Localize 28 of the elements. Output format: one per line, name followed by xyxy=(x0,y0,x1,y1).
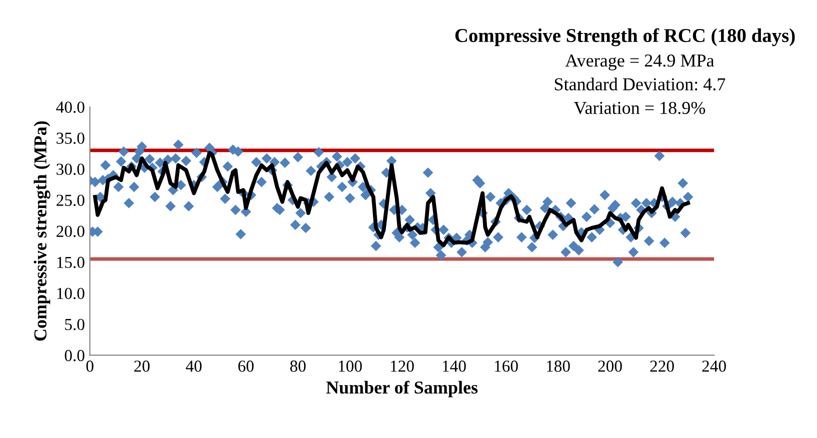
x-axis-title: Number of Samples xyxy=(326,380,478,398)
x-tick-label: 200 xyxy=(598,360,622,372)
x-tick-label: 180 xyxy=(546,360,570,372)
text: Average = 24.9 MPa xyxy=(565,54,714,70)
y-tick-label: 25.0 xyxy=(56,194,84,206)
y-tick-label: 15.0 xyxy=(57,256,84,268)
y-tick-label: 10.0 xyxy=(57,288,84,300)
y-tick-label: 40.0 xyxy=(56,102,84,113)
x-tick-label: 80 xyxy=(290,360,306,372)
x-tick-label: 60 xyxy=(238,360,254,372)
x-tick-label: 140 xyxy=(442,360,466,372)
x-tick-label: 120 xyxy=(390,360,414,372)
y-tick-label: 5.0 xyxy=(65,318,84,330)
y-tick-label: 0.0 xyxy=(64,350,84,362)
x-tick-label: 0 xyxy=(86,360,94,372)
annotation: Variation = 18.9% xyxy=(574,102,706,114)
y-tick-label: 30.0 xyxy=(56,164,84,175)
y-tick-label: 20.0 xyxy=(56,226,84,238)
y-axis-title: Compressive strength (MPa) xyxy=(34,121,50,341)
y-tick-label: 35.0 xyxy=(56,132,84,144)
text: Standard Deviation: 4.7 xyxy=(554,78,726,90)
x-tick-label: 20 xyxy=(134,360,150,372)
chart-title: Compressive Strength of RCC (180 days) xyxy=(455,28,795,46)
x-tick-label: 240 xyxy=(702,360,726,372)
x-tick-label: 160 xyxy=(494,360,518,372)
x-tick-label: 220 xyxy=(650,360,674,372)
x-tick-label: 40 xyxy=(186,360,202,372)
x-tick-label: 100 xyxy=(338,360,362,372)
